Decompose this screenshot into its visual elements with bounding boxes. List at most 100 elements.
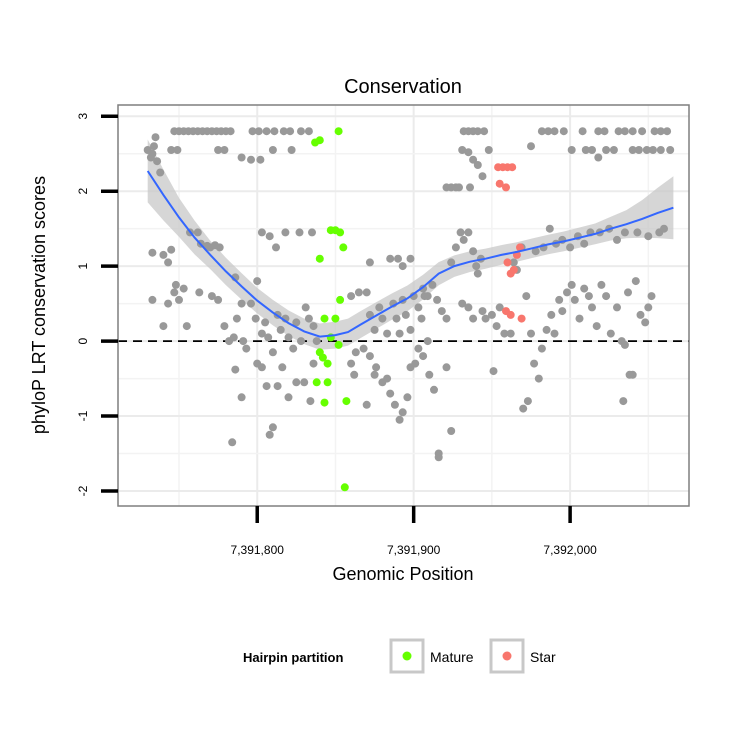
data-point-star [495,179,504,188]
data-point-other [580,239,589,248]
data-point-other [306,397,315,406]
data-point-other [430,385,438,394]
data-point-other [558,307,567,316]
data-point-other [268,146,277,154]
data-point-other [425,370,434,379]
data-point-other [469,314,478,323]
data-point-other [171,280,180,289]
data-point-other [480,127,489,136]
data-point-other [423,292,432,301]
data-point-other [287,146,296,154]
data-point-other [451,243,460,252]
data-point-other [370,325,379,334]
data-point-other [248,127,257,136]
data-point-other [301,303,310,312]
data-point-other [289,344,298,353]
data-point-other [417,314,426,323]
data-point-other [214,146,223,154]
data-point-other [484,146,493,154]
data-point-other [487,310,496,319]
data-point-other [447,427,456,435]
data-point-other [351,348,360,357]
data-point-other [175,295,183,304]
data-point-other [458,299,467,308]
data-point-other [602,292,611,301]
data-point-other [372,363,381,372]
data-point-other [636,310,645,319]
data-point-other [506,329,515,338]
data-point-other [359,344,368,353]
data-point-star [502,183,510,192]
data-point-other [304,127,313,136]
data-point-other [631,277,640,286]
data-point-other [347,359,356,368]
data-point-other [638,127,647,136]
data-point-other [251,314,260,323]
data-point-other [164,299,173,308]
data-point-other [522,292,531,301]
legend-label-star: Star [530,649,556,665]
data-point-other [229,333,238,342]
data-point-other [151,133,160,142]
data-point-other [545,224,554,233]
data-point-other [455,183,463,192]
x-axis-ticks: 7,391,800 7,391,900 7,392,000 [231,506,597,557]
data-point-other [237,153,246,162]
data-point-star [517,314,526,323]
data-point-other [481,314,490,323]
y-axis-ticks: -2 -1 0 1 2 3 [76,113,118,496]
data-point-other [550,127,559,136]
data-point-other [464,303,473,312]
data-point-other [398,262,407,271]
data-point-other [173,146,182,154]
data-point-other [588,146,596,154]
data-point-other [537,127,546,136]
data-point-other [644,303,653,312]
data-point-other [247,299,255,308]
data-point-other [390,400,399,409]
data-point-other [614,127,623,136]
data-point-other [544,127,553,136]
data-point-other [588,303,596,312]
data-point-other [383,329,392,338]
data-point-other [619,397,628,406]
data-point-other [456,228,465,237]
data-point-other [575,314,584,323]
data-point-other [492,322,501,331]
data-point-other [459,235,468,244]
data-point-other [641,318,650,327]
data-point-other [620,340,629,349]
y-tick-label: -1 [76,410,90,421]
data-point-mature [342,397,351,406]
data-point-other [628,146,637,154]
data-point-other [537,344,546,353]
data-point-other [386,389,395,398]
data-point-other [268,348,277,357]
data-point-other [273,382,282,391]
data-point-other [592,322,601,331]
data-point-other [292,318,301,327]
data-point-other [509,258,518,267]
data-point-other [300,378,309,387]
data-point-other [309,322,318,331]
data-point-other [620,228,629,237]
data-point-other [411,359,420,368]
data-point-other [527,142,535,151]
data-point-other [414,303,423,312]
data-point-other [478,307,487,316]
data-point-other [262,382,271,391]
data-point-other [656,146,665,154]
data-point-mature [312,378,321,387]
data-point-other [656,127,665,136]
data-point-other [375,303,384,312]
data-point-other [365,352,374,361]
data-point-other [403,393,412,402]
data-point-star [516,243,524,252]
chart-title: Conservation [344,76,462,98]
data-point-other [398,408,407,417]
data-point-other [278,363,287,372]
data-point-other [226,127,235,136]
data-point-mature [336,228,345,237]
data-point-other [464,228,473,237]
data-point-other [624,288,632,297]
